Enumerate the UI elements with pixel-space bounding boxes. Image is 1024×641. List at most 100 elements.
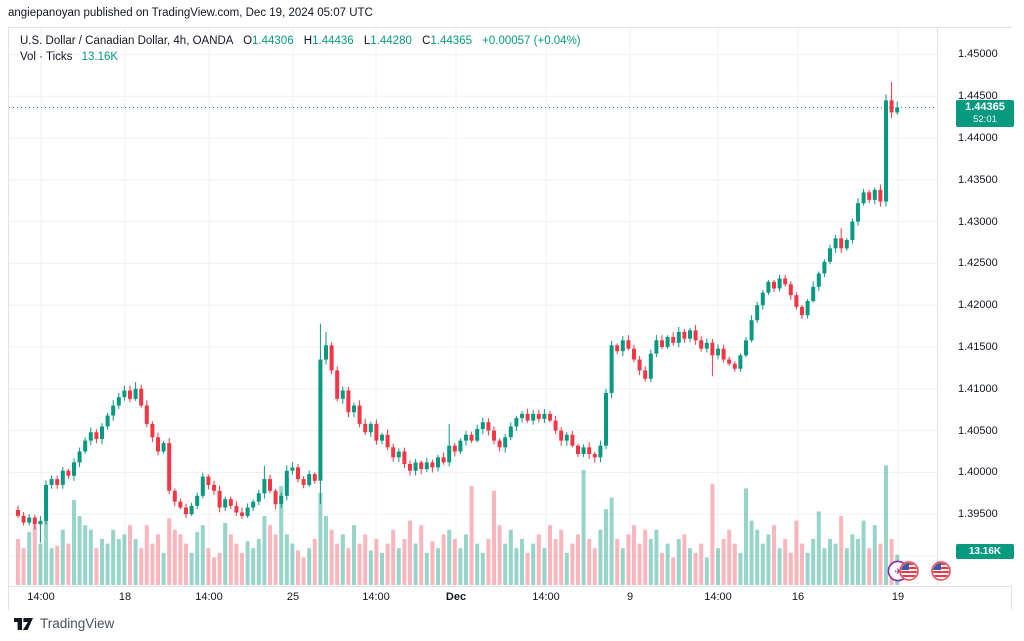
volume-bar <box>122 534 127 585</box>
candle-body <box>794 295 799 307</box>
candle-body <box>396 451 401 458</box>
volume-bar <box>520 539 524 585</box>
candle-body <box>788 284 793 296</box>
volume-bar <box>783 539 788 585</box>
time-axis-label: 14:00 <box>704 591 732 603</box>
tradingview-logo[interactable]: TradingView <box>13 616 114 631</box>
candle-body <box>44 484 48 521</box>
candle-body <box>772 281 776 289</box>
volume-bar <box>100 539 104 585</box>
volume-bar <box>598 529 603 585</box>
volume-bar <box>833 543 838 585</box>
candle-body <box>60 470 65 485</box>
plot-area[interactable] <box>9 28 937 586</box>
candle-body <box>335 370 340 399</box>
candle-body <box>570 434 575 446</box>
time-axis-label: 14:00 <box>195 591 223 603</box>
volume-bar <box>693 552 698 585</box>
volume-bar <box>402 539 407 585</box>
candle-body <box>732 363 737 369</box>
volume-bar <box>643 529 648 585</box>
volume-bar <box>620 548 625 585</box>
candle-body <box>464 434 468 441</box>
time-axis[interactable]: 14:00 18 14:00 25 14:00 Dec 14:00 9 14:00 16 19 <box>9 586 1011 610</box>
price-axis-label: 1.44000 <box>958 132 998 144</box>
volume-bar <box>385 543 390 585</box>
candle-body <box>245 507 250 516</box>
volume-badge: 13.16K <box>956 544 1014 559</box>
candle-body <box>710 342 715 356</box>
volume-bar <box>816 511 821 585</box>
candle-body <box>139 388 144 406</box>
volume-bar <box>301 557 306 585</box>
candle-body <box>553 420 558 431</box>
price-axis[interactable]: 1.44365 52:01 13.16K 1.45000 1.44500 1.440… <box>937 28 1014 586</box>
candle-body <box>699 340 704 349</box>
volume-bar <box>766 534 771 585</box>
volume-bar <box>245 541 250 585</box>
volume-bar <box>486 539 491 585</box>
high-value: 1.44436 <box>312 35 354 47</box>
volume-bar <box>27 532 32 585</box>
volume-bar <box>290 543 295 585</box>
volume-bar <box>632 525 636 585</box>
volume-bar <box>839 516 844 585</box>
volume-bar <box>161 552 166 585</box>
candle-body <box>508 426 513 438</box>
us-flag-event-icon[interactable] <box>931 561 951 581</box>
volume-bar <box>189 552 194 585</box>
candle-body <box>816 273 821 287</box>
candle-body <box>240 512 244 516</box>
volume-bar <box>340 534 345 585</box>
candle-body <box>648 353 653 379</box>
candle-body <box>783 278 788 285</box>
candle-body <box>301 479 306 485</box>
candle-body <box>430 462 435 468</box>
candle-body <box>822 261 827 274</box>
candle-body <box>77 451 82 463</box>
candle-body <box>144 405 149 424</box>
us-flag-event-icon[interactable] <box>899 561 919 581</box>
candle-body <box>760 292 765 306</box>
candle-body <box>850 221 855 240</box>
candle-body <box>88 432 93 441</box>
symbol-title: U.S. Dollar / Canadian Dollar, 4h, OANDA <box>20 35 233 47</box>
price-axis-label: 1.45000 <box>958 48 998 61</box>
volume-bar <box>452 539 457 585</box>
candle-body <box>195 495 200 506</box>
candle-body <box>637 359 642 371</box>
volume-bar <box>458 548 463 585</box>
candle-body <box>833 238 838 249</box>
volume-bar <box>469 486 474 585</box>
volume-bar <box>464 534 468 585</box>
candle-body <box>66 470 71 476</box>
candle-body <box>766 281 771 293</box>
volume-bar <box>861 520 866 585</box>
candle-body <box>32 517 37 525</box>
volume-bar <box>682 534 687 585</box>
volume-bar <box>648 539 653 585</box>
candle-body <box>100 426 104 439</box>
candle-body <box>749 320 754 341</box>
candle-body <box>744 340 748 356</box>
tradingview-logo-icon <box>14 617 33 630</box>
volume-bar <box>514 548 519 585</box>
time-axis-label: 14:00 <box>362 591 390 603</box>
candle-body <box>671 336 676 343</box>
volume-bar <box>139 548 144 585</box>
candle-body <box>133 388 138 399</box>
volume-bar <box>296 550 300 585</box>
volume-bar <box>144 525 149 585</box>
price-axis-label: 1.43500 <box>958 173 998 186</box>
candle-body <box>828 248 832 262</box>
chart-frame: U.S. Dollar / Canadian Dollar, 4h, OANDA… <box>8 27 1014 610</box>
volume-bar <box>329 529 334 585</box>
candle-body <box>458 440 463 452</box>
candle-body <box>413 462 418 471</box>
volume-bar <box>503 543 508 585</box>
candle-body <box>16 510 20 516</box>
symbol-row: U.S. Dollar / Canadian Dollar, 4h, OANDA… <box>20 33 581 49</box>
candle-body <box>178 501 183 508</box>
volume-bar <box>419 525 424 585</box>
candle-body <box>654 340 659 354</box>
